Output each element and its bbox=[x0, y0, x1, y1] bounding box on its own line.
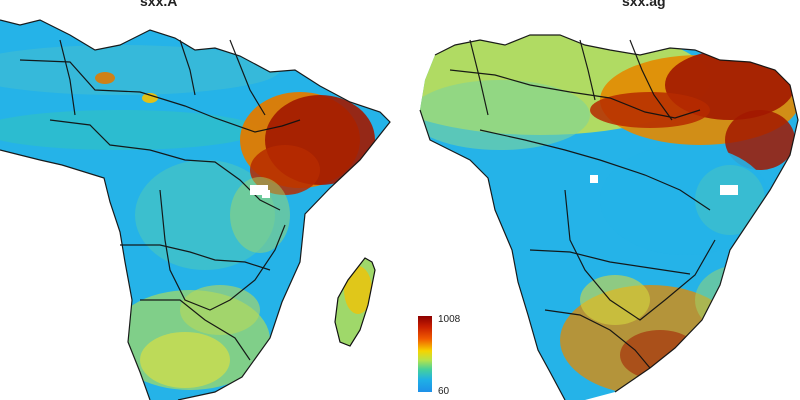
lake-marker bbox=[262, 190, 270, 198]
color-legend: 1008 60 bbox=[418, 314, 478, 400]
panel-title-left: sxx.A bbox=[140, 0, 178, 9]
legend-max-label: 1008 bbox=[438, 314, 461, 325]
madagascar bbox=[335, 258, 375, 346]
madagascar-outline bbox=[334, 257, 376, 347]
lake-marker bbox=[590, 175, 598, 183]
lake-marker bbox=[720, 185, 738, 195]
map-left bbox=[0, 19, 391, 400]
panel-title-right: sxx.ag bbox=[622, 0, 666, 9]
legend-colorbar bbox=[418, 316, 432, 392]
lake-marker bbox=[250, 185, 268, 195]
map-right bbox=[419, 34, 799, 400]
legend-min-label: 60 bbox=[438, 386, 450, 397]
country-borders bbox=[419, 34, 799, 400]
